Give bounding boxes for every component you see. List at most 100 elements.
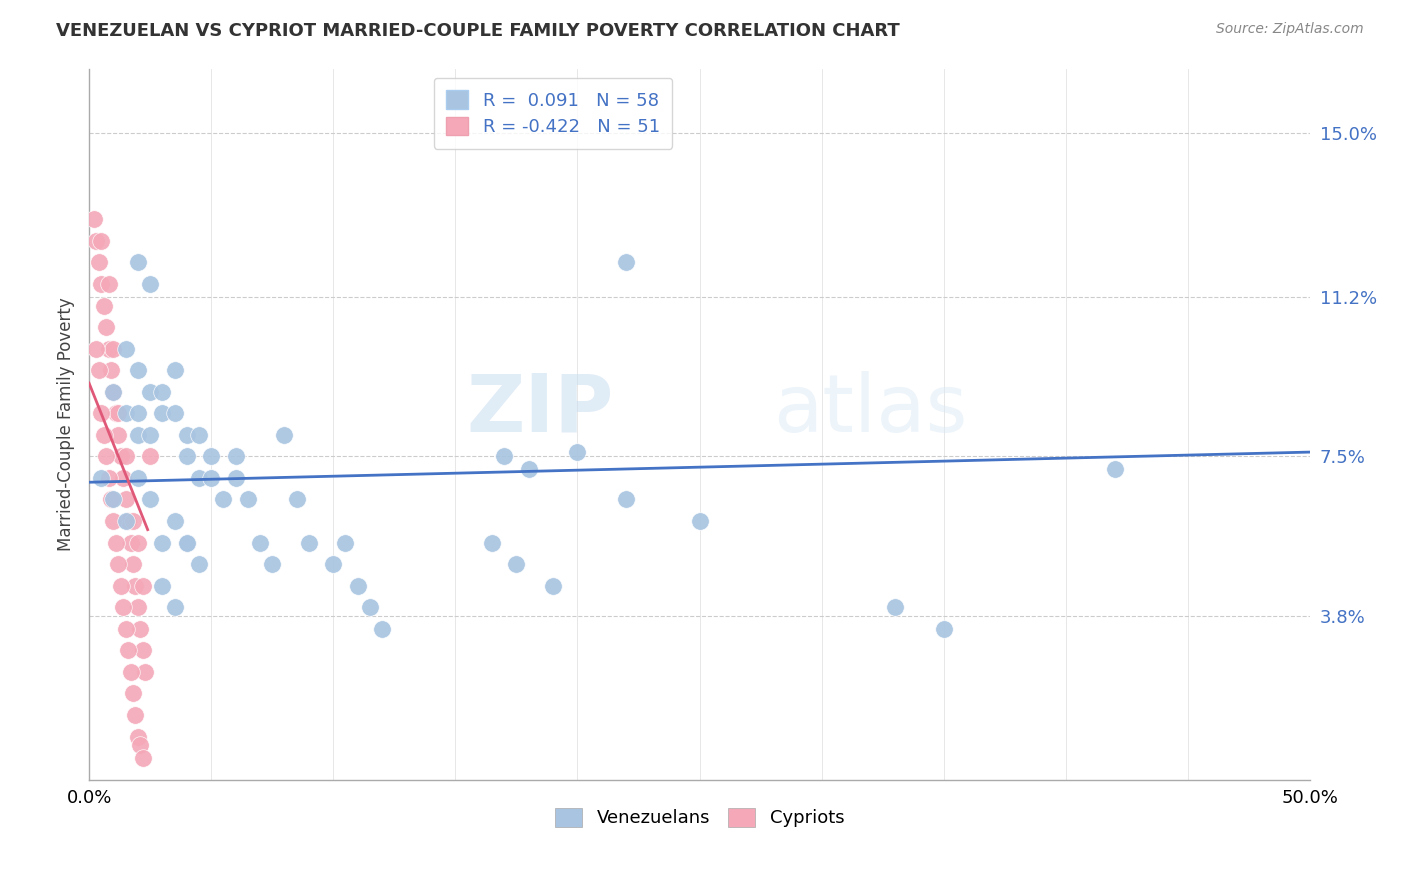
- Point: [127, 730, 149, 744]
- Point: [139, 427, 162, 442]
- Point: [176, 535, 198, 549]
- Point: [90, 471, 112, 485]
- Point: [114, 450, 136, 464]
- Point: [114, 492, 136, 507]
- Point: [112, 600, 135, 615]
- Point: [139, 492, 162, 507]
- Point: [150, 579, 173, 593]
- Point: [127, 535, 149, 549]
- Point: [87, 255, 110, 269]
- Point: [127, 427, 149, 442]
- Point: [127, 471, 149, 485]
- Point: [83, 212, 105, 227]
- Point: [107, 406, 129, 420]
- Point: [93, 299, 115, 313]
- Point: [225, 471, 247, 485]
- Point: [100, 363, 122, 377]
- Point: [107, 557, 129, 571]
- Point: [176, 450, 198, 464]
- Point: [236, 492, 259, 507]
- Point: [200, 471, 222, 485]
- Point: [96, 320, 118, 334]
- Point: [122, 557, 145, 571]
- Point: [932, 622, 955, 636]
- Point: [114, 406, 136, 420]
- Point: [86, 234, 108, 248]
- Point: [1104, 462, 1126, 476]
- Point: [129, 738, 152, 752]
- Y-axis label: Married-Couple Family Poverty: Married-Couple Family Poverty: [58, 297, 75, 551]
- Point: [188, 471, 211, 485]
- Text: atlas: atlas: [773, 371, 967, 449]
- Point: [273, 427, 295, 442]
- Point: [285, 492, 308, 507]
- Point: [120, 665, 142, 679]
- Point: [110, 579, 132, 593]
- Point: [114, 622, 136, 636]
- Point: [481, 535, 503, 549]
- Point: [103, 342, 125, 356]
- Point: [124, 708, 146, 723]
- Point: [689, 514, 711, 528]
- Legend: Venezuelans, Cypriots: Venezuelans, Cypriots: [548, 801, 852, 835]
- Point: [346, 579, 368, 593]
- Point: [541, 579, 564, 593]
- Point: [103, 514, 125, 528]
- Point: [139, 450, 162, 464]
- Point: [90, 406, 112, 420]
- Point: [150, 384, 173, 399]
- Point: [188, 427, 211, 442]
- Point: [120, 535, 142, 549]
- Point: [176, 427, 198, 442]
- Point: [163, 600, 186, 615]
- Point: [150, 406, 173, 420]
- Point: [371, 622, 394, 636]
- Point: [110, 450, 132, 464]
- Point: [359, 600, 381, 615]
- Point: [134, 665, 156, 679]
- Point: [212, 492, 235, 507]
- Point: [505, 557, 527, 571]
- Point: [127, 363, 149, 377]
- Point: [100, 492, 122, 507]
- Point: [97, 342, 120, 356]
- Point: [494, 450, 516, 464]
- Point: [86, 342, 108, 356]
- Point: [225, 450, 247, 464]
- Point: [188, 557, 211, 571]
- Point: [96, 450, 118, 464]
- Point: [132, 579, 155, 593]
- Point: [163, 514, 186, 528]
- Point: [124, 579, 146, 593]
- Point: [104, 535, 127, 549]
- Point: [176, 535, 198, 549]
- Point: [614, 255, 637, 269]
- Point: [103, 384, 125, 399]
- Point: [884, 600, 907, 615]
- Point: [103, 492, 125, 507]
- Point: [122, 514, 145, 528]
- Point: [132, 643, 155, 657]
- Point: [127, 406, 149, 420]
- Point: [112, 471, 135, 485]
- Text: ZIP: ZIP: [467, 371, 614, 449]
- Text: VENEZUELAN VS CYPRIOT MARRIED-COUPLE FAMILY POVERTY CORRELATION CHART: VENEZUELAN VS CYPRIOT MARRIED-COUPLE FAM…: [56, 22, 900, 40]
- Point: [90, 234, 112, 248]
- Point: [262, 557, 284, 571]
- Point: [139, 277, 162, 291]
- Point: [335, 535, 357, 549]
- Point: [122, 686, 145, 700]
- Point: [127, 600, 149, 615]
- Point: [322, 557, 344, 571]
- Point: [104, 406, 127, 420]
- Point: [163, 363, 186, 377]
- Point: [87, 363, 110, 377]
- Point: [127, 255, 149, 269]
- Point: [132, 751, 155, 765]
- Point: [97, 471, 120, 485]
- Point: [114, 342, 136, 356]
- Point: [107, 427, 129, 442]
- Point: [139, 384, 162, 399]
- Point: [103, 384, 125, 399]
- Point: [114, 514, 136, 528]
